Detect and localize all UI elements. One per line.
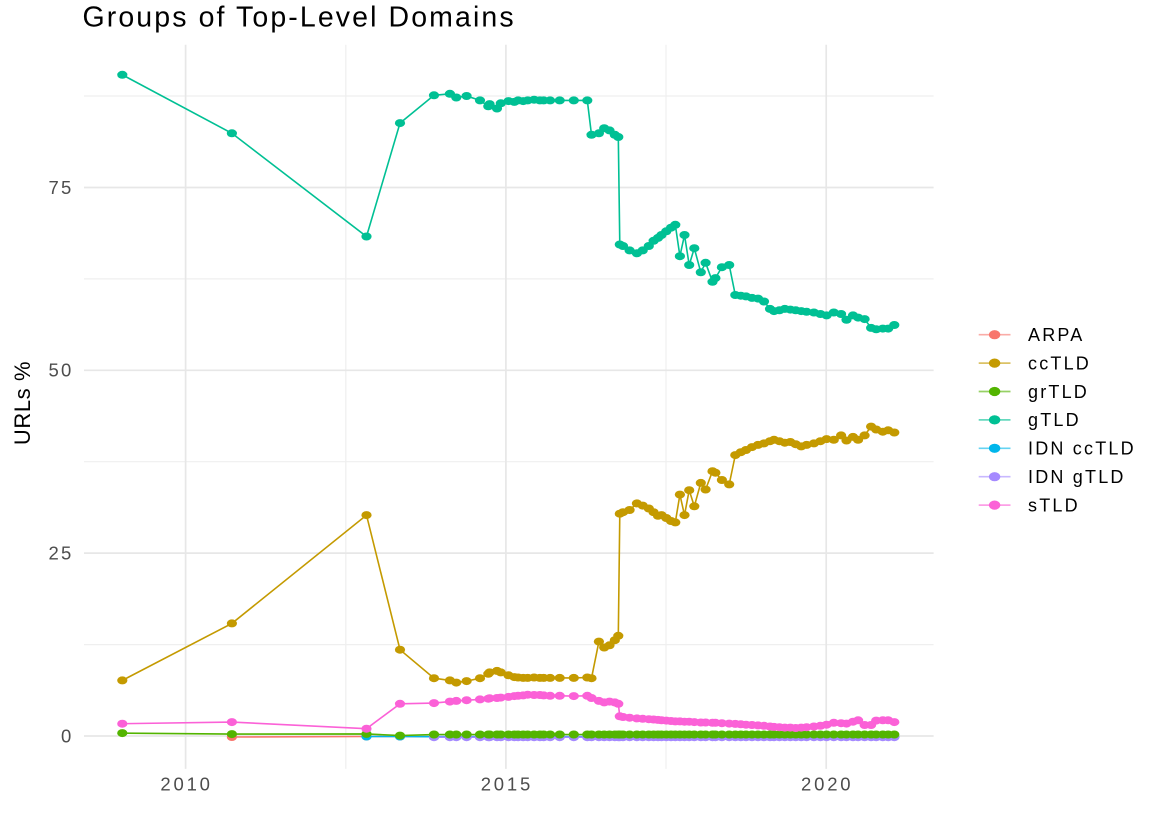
svg-text:ARPA: ARPA xyxy=(1028,325,1084,345)
svg-text:50: 50 xyxy=(49,360,74,381)
svg-text:ccTLD: ccTLD xyxy=(1028,353,1091,373)
svg-text:2010: 2010 xyxy=(160,773,212,794)
svg-text:25: 25 xyxy=(49,543,74,564)
svg-text:URLs %: URLs % xyxy=(10,361,35,445)
svg-text:gTLD: gTLD xyxy=(1028,410,1081,430)
svg-text:sTLD: sTLD xyxy=(1028,495,1080,515)
svg-text:0: 0 xyxy=(61,725,74,746)
svg-text:IDN gTLD: IDN gTLD xyxy=(1028,467,1126,487)
svg-text:grTLD: grTLD xyxy=(1028,382,1089,402)
svg-text:75: 75 xyxy=(49,177,74,198)
svg-text:2015: 2015 xyxy=(481,773,533,794)
svg-text:IDN ccTLD: IDN ccTLD xyxy=(1028,439,1136,459)
svg-text:Groups of Top-Level Domains: Groups of Top-Level Domains xyxy=(83,1,516,33)
svg-text:2020: 2020 xyxy=(801,773,853,794)
